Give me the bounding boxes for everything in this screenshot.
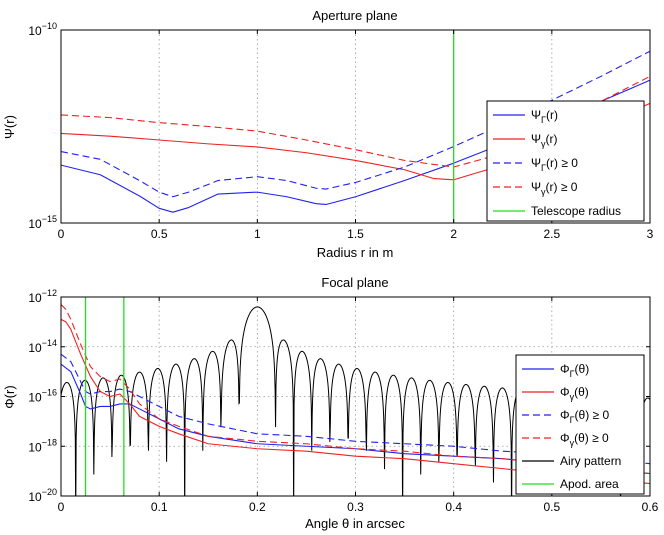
y-axis-label: Φ(r) <box>2 385 17 408</box>
x-tick-label: 0 <box>58 500 65 514</box>
phi_G_pos-line <box>61 353 650 465</box>
x-tick-label: 0.5 <box>543 500 560 514</box>
phi_G-line <box>61 363 650 475</box>
x-tick-label: 1.5 <box>347 227 364 241</box>
x-tick-labels: 0 0.1 0.2 0.3 0.4 0.5 0.6 <box>58 500 659 514</box>
legend-entry: Φγ(θ) ≥ 0 <box>560 431 609 448</box>
legend-entry: Ψγ(r) ≥ 0 <box>531 180 578 197</box>
x-tick-label: 2 <box>450 227 457 241</box>
legend-entry: Telescope radius <box>531 204 621 218</box>
legend-entry: Φγ(θ) <box>560 385 589 402</box>
legend: ΨΓ(r) Ψγ(r) ΨΓ(r) ≥ 0 Ψγ(r) ≥ 0 Telescope ra… <box>486 100 645 222</box>
chart-title: Focal plane <box>321 275 388 290</box>
x-tick-label: 1 <box>254 227 261 241</box>
chart-title: Aperture plane <box>312 8 397 23</box>
x-axis-label: Angle θ in arcsec <box>305 516 405 531</box>
y-axis-label: Ψ(r) <box>2 115 17 139</box>
legend-entry: ΨΓ(r) ≥ 0 <box>531 156 578 173</box>
x-tick-label: 0.1 <box>151 500 168 514</box>
y-tick-label: 10−16 <box>28 388 57 405</box>
x-tick-label: 0.2 <box>249 500 266 514</box>
legend-entry: ΨΓ(r) <box>531 108 558 125</box>
legend-entry: Ψγ(r) <box>531 132 558 149</box>
aperture-plane-chart: Aperture plane 0 0.5 1 1.5 2 2.5 3 10−1010−15 … <box>2 8 654 260</box>
y-tick-labels: 10−12 10−14 10−16 10−18 10−20 <box>28 288 57 504</box>
y-tick-labels: 10−10 10−15 <box>28 21 57 231</box>
x-tick-label: 0.4 <box>445 500 462 514</box>
legend-box <box>486 100 645 222</box>
x-tick-labels: 0 0.5 1 1.5 2 2.5 3 <box>58 227 654 241</box>
y-tick-label: 10−18 <box>28 437 57 454</box>
x-tick-label: 0.5 <box>151 227 168 241</box>
legend: ΦΓ(θ) Φγ(θ) ΦΓ(θ) ≥ 0 Φγ(θ) ≥ 0 Airy pattern… <box>515 354 645 495</box>
y-tick-label: 10−15 <box>28 214 57 231</box>
y-tick-label: 10−12 <box>28 288 57 305</box>
x-tick-label: 0 <box>58 227 65 241</box>
legend-entry: ΦΓ(θ) <box>560 362 589 379</box>
x-tick-label: 2.5 <box>543 227 560 241</box>
series-group <box>61 297 650 496</box>
x-tick-label: 0.6 <box>642 500 659 514</box>
y-tick-label: 10−14 <box>28 338 57 355</box>
x-tick-label: 0.3 <box>347 500 364 514</box>
legend-entry: Airy pattern <box>560 454 621 468</box>
legend-box <box>515 354 645 495</box>
x-tick-label: 3 <box>647 227 654 241</box>
y-tick-label: 10−20 <box>28 487 57 504</box>
legend-entry: ΦΓ(θ) ≥ 0 <box>560 408 609 425</box>
x-axis-label: Radius r in m <box>317 245 394 260</box>
legend-entry: Apod. area <box>560 477 619 491</box>
y-tick-label: 10−10 <box>28 21 57 38</box>
focal-plane-chart: Focal plane 0 0.1 0.2 0.3 0.4 0.5 0.6 10−1210−… <box>2 275 659 531</box>
tick-marks <box>60 296 651 497</box>
